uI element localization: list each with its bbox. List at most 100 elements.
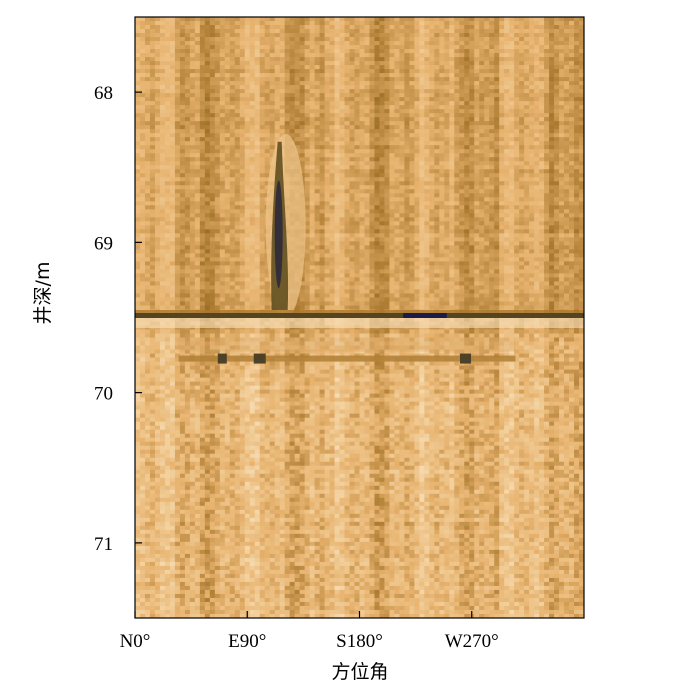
heatmap-cell xyxy=(514,125,520,130)
heatmap-cell xyxy=(359,69,365,74)
heatmap-cell xyxy=(404,213,410,218)
heatmap-cell xyxy=(194,189,201,194)
heatmap-cell xyxy=(484,109,490,114)
heatmap-cell xyxy=(204,213,211,218)
heatmap-cell xyxy=(184,129,191,134)
heatmap-cell xyxy=(304,201,311,206)
heatmap-cell xyxy=(164,41,171,46)
heatmap-cell xyxy=(169,85,176,90)
heatmap-cell xyxy=(504,101,510,106)
heatmap-cell xyxy=(484,129,490,134)
heatmap-cell xyxy=(189,17,196,22)
heatmap-cell xyxy=(229,181,236,186)
heatmap-cell xyxy=(189,121,196,126)
heatmap-cell xyxy=(439,33,445,38)
heatmap-cell xyxy=(564,165,570,170)
heatmap-cell xyxy=(554,205,560,210)
heatmap-cell xyxy=(374,209,380,214)
heatmap-cell xyxy=(334,141,340,146)
heatmap-cell xyxy=(544,89,550,94)
heatmap-cell xyxy=(179,229,186,234)
heatmap-cell xyxy=(339,57,345,62)
heatmap-cell xyxy=(304,213,311,218)
heatmap-cell xyxy=(219,121,226,126)
heatmap-cell xyxy=(204,185,211,190)
heatmap-cell xyxy=(574,133,580,138)
heatmap-cell xyxy=(524,93,530,98)
heatmap-cell xyxy=(559,197,565,202)
heatmap-cell xyxy=(159,229,166,234)
heatmap-cell xyxy=(434,185,440,190)
heatmap-cell xyxy=(554,53,560,58)
heatmap-cell xyxy=(394,113,400,118)
heatmap-cell xyxy=(484,69,490,74)
heatmap-cell xyxy=(314,69,320,74)
heatmap-cell xyxy=(564,145,570,150)
heatmap-cell xyxy=(344,181,350,186)
heatmap-cell xyxy=(429,65,435,70)
heatmap-cell xyxy=(379,225,385,230)
heatmap-cell xyxy=(439,153,445,158)
heatmap-cell xyxy=(284,61,291,66)
heatmap-cell xyxy=(154,197,161,202)
heatmap-cell xyxy=(409,93,415,98)
heatmap-cell xyxy=(384,213,390,218)
heatmap-cell xyxy=(544,181,550,186)
heatmap-cell xyxy=(344,49,350,54)
heatmap-cell xyxy=(574,177,580,182)
heatmap-cell xyxy=(259,181,266,186)
heatmap-cell xyxy=(264,37,271,42)
heatmap-cell xyxy=(314,93,320,98)
heatmap-cell xyxy=(209,137,216,142)
heatmap-cell xyxy=(209,33,216,38)
heatmap-cell xyxy=(529,185,535,190)
heatmap-cell xyxy=(559,49,565,54)
heatmap-cell xyxy=(514,141,520,146)
heatmap-cell xyxy=(309,37,315,42)
heatmap-cell xyxy=(299,53,306,58)
heatmap-cell xyxy=(229,229,236,234)
heatmap-cell xyxy=(159,189,166,194)
heatmap-cell xyxy=(429,189,435,194)
heatmap-cell xyxy=(424,153,430,158)
heatmap-cell xyxy=(164,77,171,82)
heatmap-cell xyxy=(219,177,226,182)
heatmap-cell xyxy=(434,81,440,86)
heatmap-cell xyxy=(344,97,350,102)
heatmap-cell xyxy=(374,117,380,122)
heatmap-cell xyxy=(539,145,545,150)
heatmap-cell xyxy=(479,129,485,134)
heatmap-cell xyxy=(529,17,535,22)
heatmap-cell xyxy=(194,57,201,62)
heatmap-cell xyxy=(409,33,415,38)
heatmap-cell xyxy=(254,77,261,82)
heatmap-cell xyxy=(559,157,565,162)
heatmap-cell xyxy=(279,85,286,90)
heatmap-cell xyxy=(444,185,450,190)
heatmap-cell xyxy=(359,193,365,198)
heatmap-cell xyxy=(554,153,560,158)
heatmap-cell xyxy=(524,133,530,138)
heatmap-cell xyxy=(444,229,450,234)
heatmap-cell xyxy=(204,149,211,154)
heatmap-cell xyxy=(279,73,286,78)
heatmap-cell xyxy=(479,97,485,102)
heatmap-cell xyxy=(319,205,325,210)
heatmap-cell xyxy=(534,37,540,42)
heatmap-cell xyxy=(224,141,231,146)
heatmap-cell xyxy=(529,81,535,86)
heatmap-cell xyxy=(489,213,495,218)
heatmap-cell xyxy=(489,197,495,202)
heatmap-cell xyxy=(444,153,450,158)
heatmap-cell xyxy=(304,61,311,66)
heatmap-cell xyxy=(439,209,445,214)
heatmap-cell xyxy=(309,193,315,198)
heatmap-cell xyxy=(209,209,216,214)
heatmap-cell xyxy=(499,113,505,118)
heatmap-cell xyxy=(534,221,540,226)
heatmap-cell xyxy=(434,61,440,66)
heatmap-cell xyxy=(179,33,186,38)
heatmap-cell xyxy=(519,225,525,230)
heatmap-cell xyxy=(254,181,261,186)
heatmap-cell xyxy=(274,65,281,70)
